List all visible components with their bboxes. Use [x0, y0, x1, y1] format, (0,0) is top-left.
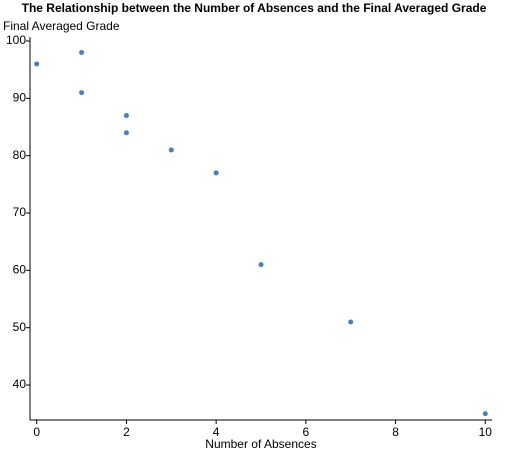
point [34, 61, 40, 67]
y-tick-label: 90 [13, 91, 27, 105]
point [168, 147, 174, 153]
y-axis-label: Final Averaged Grade [3, 19, 120, 33]
y-tick-label: 100 [6, 33, 26, 47]
point [348, 319, 354, 325]
x-tick-label: 4 [213, 425, 220, 439]
x-tick-label: 2 [123, 425, 130, 439]
point [79, 90, 85, 96]
point [213, 170, 219, 176]
point [482, 411, 488, 417]
y-tick-label: 70 [13, 205, 27, 219]
x-axis-label: Number of Absences [205, 437, 316, 451]
y-tick-label: 40 [13, 377, 27, 391]
x-tick-label: 0 [33, 425, 40, 439]
point [123, 130, 129, 136]
x-tick-label: 8 [392, 425, 399, 439]
x-tick-label: 6 [303, 425, 310, 439]
point [258, 262, 264, 268]
y-tick-label: 80 [13, 148, 27, 162]
x-tick-label: 10 [479, 425, 493, 439]
chart-title: The Relationship between the Number of A… [22, 1, 487, 15]
point [123, 113, 129, 119]
y-tick-label: 50 [13, 320, 27, 334]
y-tick-label: 60 [13, 263, 27, 277]
point [79, 49, 85, 55]
